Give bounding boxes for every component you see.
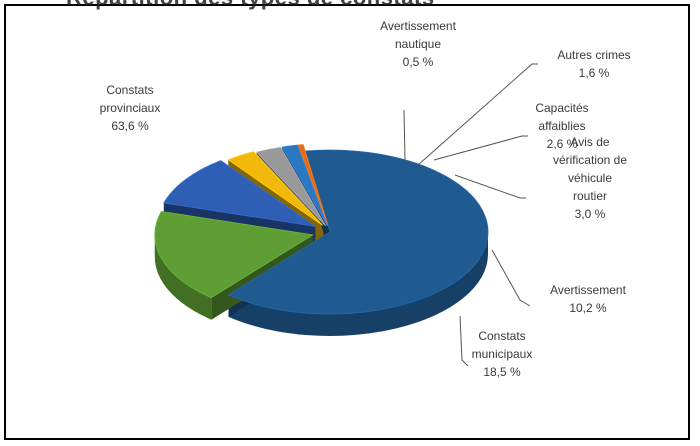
pie-slice-6 bbox=[297, 144, 329, 226]
leader-line-1 bbox=[459, 315, 469, 367]
slices-layer bbox=[154, 144, 489, 336]
slice-label-5: Autres crimes 1,6 % bbox=[557, 48, 630, 80]
pie-slice-2 bbox=[163, 160, 316, 227]
slice-name-line: nautique bbox=[395, 37, 441, 51]
pie-slice-5 bbox=[281, 144, 328, 226]
slice-value-label: 0,5 % bbox=[403, 55, 434, 69]
slice-value-label: 18,5 % bbox=[483, 365, 521, 379]
slice-name-line: Constats bbox=[106, 83, 153, 97]
slice-name-line: Autres crimes bbox=[557, 48, 630, 62]
slice-name-line: Capacités bbox=[535, 101, 588, 115]
slice-name-line: provinciaux bbox=[100, 101, 161, 115]
leader-line-2 bbox=[491, 249, 531, 307]
slice-label-1: Constats municipaux 18,5 % bbox=[472, 329, 533, 379]
slice-value-label: 2,6 % bbox=[547, 137, 578, 151]
slice-name-line: véhicule bbox=[568, 171, 612, 185]
slice-name-line: municipaux bbox=[472, 347, 533, 361]
leader-lines-layer bbox=[403, 63, 538, 367]
pie-slice-4 bbox=[255, 146, 327, 227]
slice-label-6: Avertissement nautique 0,5 % bbox=[380, 19, 456, 69]
pie-slice-3 bbox=[227, 151, 324, 226]
slice-name-line: Avis de bbox=[570, 135, 609, 149]
leader-line-4 bbox=[433, 135, 528, 161]
slice-label-4: Capacités affaiblies 2,6 % bbox=[535, 101, 588, 151]
slice-side-0 bbox=[228, 232, 488, 336]
slice-value-label: 63,6 % bbox=[111, 119, 149, 133]
leader-line-3 bbox=[454, 174, 526, 199]
slice-label-2: Avertissement 10,2 % bbox=[550, 283, 626, 315]
chart-title-text: Répartition des types de constats bbox=[66, 0, 656, 11]
leader-line-5 bbox=[417, 63, 538, 166]
slice-name-line: Constats bbox=[478, 329, 525, 343]
slice-name-line: Avertissement bbox=[380, 19, 456, 33]
slice-name-line: routier bbox=[573, 189, 607, 203]
slice-value-label: 3,0 % bbox=[575, 207, 606, 221]
slice-value-label: 1,6 % bbox=[579, 66, 610, 80]
slice-label-3: Avis de vérification de véhicule routier 3,0… bbox=[553, 135, 627, 221]
leader-line-6 bbox=[403, 109, 406, 161]
slice-name-line: Avertissement bbox=[550, 283, 626, 297]
slice-name-line: vérification de bbox=[553, 153, 627, 167]
chart-title-cutoff: Répartition des types de constats bbox=[66, 0, 656, 12]
pie-slice-1 bbox=[154, 211, 314, 299]
slice-side-1 bbox=[154, 234, 212, 320]
labels-layer: Constats provinciaux 63,6 % Constats municip… bbox=[100, 19, 631, 379]
slice-label-0: Constats provinciaux 63,6 % bbox=[100, 83, 161, 133]
slice-name-line: affaiblies bbox=[538, 119, 585, 133]
slice-value-label: 10,2 % bbox=[569, 301, 607, 315]
pie-slice-0 bbox=[227, 149, 489, 315]
